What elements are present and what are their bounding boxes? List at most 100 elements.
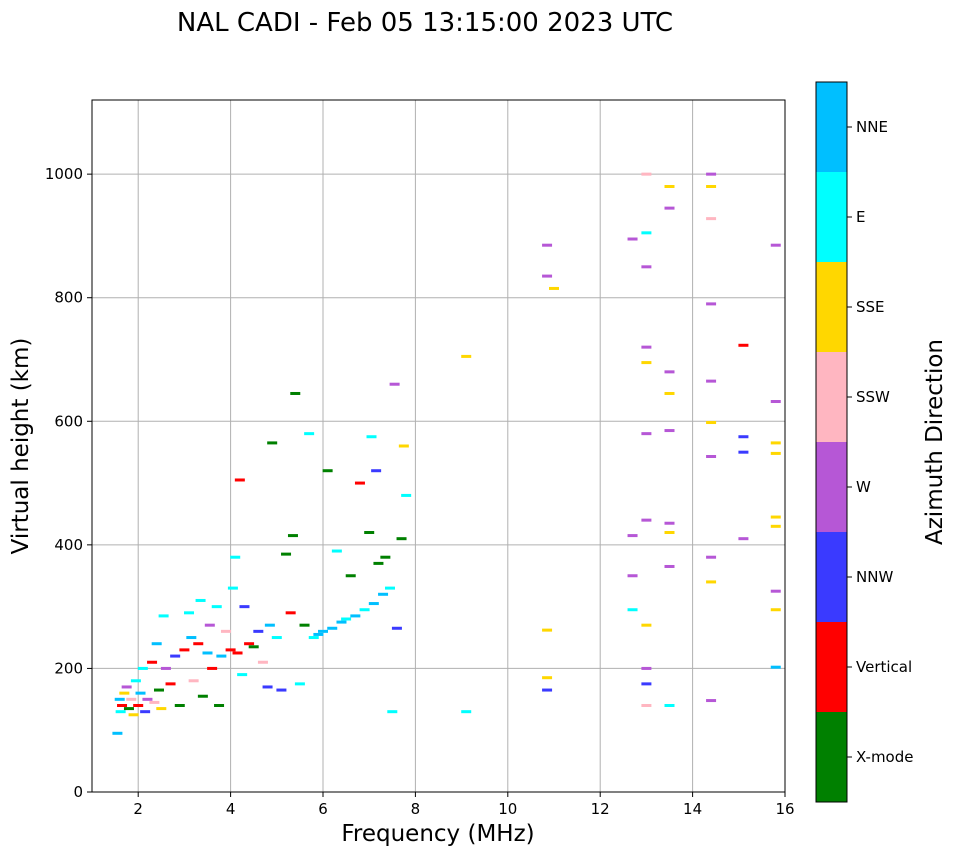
echo-point-w bbox=[641, 666, 652, 670]
echo-point-vertical bbox=[285, 611, 296, 615]
echo-point-nne bbox=[264, 623, 275, 627]
colorbar-segment bbox=[816, 622, 847, 712]
echo-point-vertical bbox=[117, 704, 128, 707]
colorbar-segment bbox=[816, 712, 847, 802]
echo-point-x-mode bbox=[153, 688, 164, 692]
echo-point-nne bbox=[202, 651, 213, 655]
grid-lines bbox=[92, 100, 785, 792]
echo-point-x-mode bbox=[248, 645, 259, 649]
echo-point-sse bbox=[641, 361, 652, 365]
echo-point-w bbox=[770, 243, 781, 247]
echo-point-w bbox=[542, 274, 553, 278]
x-tick-label: 6 bbox=[318, 800, 328, 818]
echo-point-sse bbox=[770, 451, 781, 455]
y-tick-label: 600 bbox=[54, 412, 83, 430]
echo-point-e bbox=[341, 617, 352, 621]
echo-point-nnw bbox=[253, 629, 264, 633]
echo-point-e bbox=[211, 605, 222, 609]
echo-point-x-mode bbox=[364, 531, 375, 534]
echo-point-sse bbox=[461, 354, 472, 358]
echo-point-x-mode bbox=[197, 694, 208, 698]
echo-point-w bbox=[641, 518, 652, 522]
colorbar-segment bbox=[816, 532, 847, 622]
echo-point-x-mode bbox=[396, 537, 407, 541]
echo-point-nnw bbox=[391, 626, 402, 630]
echo-point-w bbox=[706, 172, 717, 176]
echo-point-sse bbox=[770, 608, 781, 612]
echo-point-ssw bbox=[149, 700, 160, 704]
echo-point-e bbox=[130, 679, 141, 683]
echo-point-vertical bbox=[207, 666, 218, 670]
echo-point-w bbox=[664, 564, 675, 568]
echo-point-vertical bbox=[225, 648, 236, 652]
echo-point-sse bbox=[706, 580, 717, 584]
echo-point-e bbox=[664, 704, 675, 707]
echo-point-w bbox=[641, 265, 652, 269]
echo-point-x-mode bbox=[214, 704, 225, 707]
echo-point-nnw bbox=[738, 450, 749, 454]
echo-point-ssw bbox=[188, 679, 199, 683]
echo-point-sse bbox=[664, 185, 675, 188]
echo-point-nne bbox=[378, 592, 389, 596]
echo-point-e bbox=[401, 493, 412, 497]
echo-point-w bbox=[641, 345, 652, 349]
echo-point-nne bbox=[112, 731, 123, 735]
y-tick-label: 400 bbox=[54, 536, 83, 554]
echo-point-sse bbox=[770, 515, 781, 519]
colorbar-segment bbox=[816, 442, 847, 532]
echo-point-ssw bbox=[706, 217, 717, 221]
colorbar-tick-label: X-mode bbox=[856, 748, 913, 766]
echo-point-e bbox=[184, 611, 195, 615]
x-axis-label: Frequency (MHz) bbox=[341, 821, 534, 847]
echo-point-nnw bbox=[371, 469, 382, 473]
echo-point-w bbox=[389, 382, 400, 386]
echo-point-ssw bbox=[257, 660, 268, 664]
echo-point-sse bbox=[398, 444, 409, 448]
echo-point-ssw bbox=[220, 629, 231, 633]
echo-point-w bbox=[627, 237, 638, 241]
echo-point-nnw bbox=[276, 688, 287, 692]
echo-point-sse bbox=[542, 676, 553, 680]
echo-point-nnw bbox=[239, 605, 250, 609]
echo-point-nnw bbox=[738, 435, 749, 439]
echo-point-x-mode bbox=[373, 561, 384, 565]
echo-point-vertical bbox=[179, 648, 190, 652]
chart-title: NAL CADI - Feb 05 13:15:00 2023 UTC bbox=[177, 8, 673, 38]
echo-point-nnw bbox=[140, 710, 151, 714]
x-tick-label: 12 bbox=[591, 800, 610, 818]
echo-point-nne bbox=[114, 697, 125, 701]
y-axis-label: Virtual height (km) bbox=[8, 338, 34, 555]
echo-point-x-mode bbox=[267, 441, 278, 445]
echo-point-vertical bbox=[165, 682, 176, 686]
echo-point-nne bbox=[216, 654, 227, 658]
echo-point-sse bbox=[706, 185, 717, 188]
echo-point-sse bbox=[664, 391, 675, 395]
echo-point-x-mode bbox=[345, 574, 356, 578]
echo-point-nne bbox=[770, 665, 781, 669]
echo-point-vertical bbox=[738, 343, 749, 347]
echo-point-w bbox=[770, 400, 781, 404]
echo-point-x-mode bbox=[299, 623, 310, 627]
colorbar-segment bbox=[816, 82, 847, 172]
echo-point-sse bbox=[664, 531, 675, 534]
echo-point-nne bbox=[336, 620, 347, 624]
echo-point-e bbox=[461, 710, 472, 714]
echo-point-e bbox=[294, 682, 305, 686]
colorbar-segment bbox=[816, 352, 847, 442]
echo-point-w bbox=[706, 379, 717, 383]
y-tick-label: 200 bbox=[54, 659, 83, 677]
echo-point-w bbox=[542, 243, 553, 247]
echo-point-sse bbox=[770, 524, 781, 528]
colorbar: X-mode Vertical NNW W SSW SSE E NNE bbox=[815, 81, 913, 803]
x-tick-label: 16 bbox=[775, 800, 794, 818]
y-tick-label: 800 bbox=[54, 289, 83, 307]
y-tick-label: 1000 bbox=[45, 165, 83, 183]
x-tick-label: 2 bbox=[133, 800, 143, 818]
y-axis-ticks: 0 200 400 600 800 1000 bbox=[45, 165, 92, 801]
echo-point-w bbox=[627, 574, 638, 578]
echo-point-w bbox=[664, 370, 675, 374]
x-tick-label: 8 bbox=[411, 800, 421, 818]
echo-point-e bbox=[387, 710, 398, 714]
x-tick-label: 14 bbox=[683, 800, 702, 818]
echo-point-x-mode bbox=[322, 469, 333, 473]
